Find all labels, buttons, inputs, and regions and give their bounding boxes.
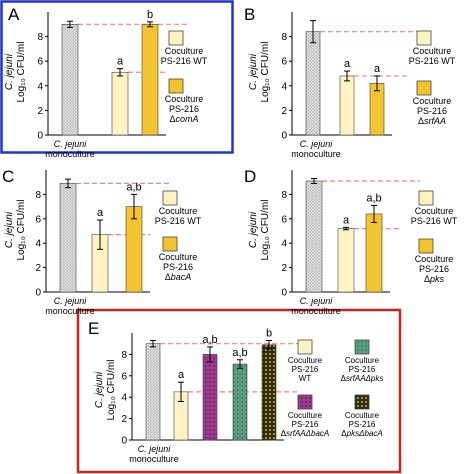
y-tick-label: 2: [281, 106, 287, 117]
y-tick-label: 4: [37, 81, 43, 92]
significance-letter: a: [178, 369, 185, 381]
legend-swatch-wt: [162, 190, 178, 206]
x-axis-label: C. jejuni monoculture: [129, 444, 179, 464]
panel-label-d: D: [244, 167, 256, 186]
significance-letter: a,b: [366, 192, 381, 204]
chart-panel-b: 0 2 4 6 8 C. jejuniLog₁₀ CFU/ml a a C. jejuni mon…: [248, 12, 456, 159]
legend-swatch-teal: [354, 339, 370, 355]
y-tick-label: 0: [121, 436, 127, 447]
legend-swatch-mut: [418, 238, 434, 254]
y-tick-label: 0: [281, 288, 287, 299]
bar-mono: [61, 23, 79, 136]
bar-wt: [337, 228, 355, 293]
legend-swatch-mut: [416, 80, 432, 96]
legend-label-mut: Coculture PS-216 ΔsrfAA: [413, 96, 452, 126]
significance-letter: a,b: [126, 181, 141, 193]
x-axis-label: C. jejuni monoculture: [45, 296, 95, 316]
y-tick-label: 4: [35, 239, 41, 250]
bar-teal: [232, 363, 248, 441]
x-axis-label: C. jejuni monoculture: [291, 296, 341, 316]
y-tick-label: 8: [121, 350, 127, 361]
significance-letter: a: [343, 214, 350, 226]
significance-letter: a,b: [232, 347, 247, 359]
bar-mono: [59, 183, 77, 293]
bar-black_yellow: [261, 344, 277, 441]
legend-label-wt: Coculture PS-216 WT: [161, 46, 208, 66]
significance-letter: b: [266, 327, 272, 339]
legend-swatch-wt: [297, 339, 313, 355]
legend-swatch-black_yellow: [354, 394, 370, 410]
significance-letter: a: [97, 207, 104, 219]
x-axis-label: C. jejuni monoculture: [45, 139, 95, 159]
bar-mut: [365, 213, 383, 293]
panel-label-e: E: [88, 319, 99, 338]
y-tick-label: 8: [281, 32, 287, 43]
y-axis-label: C. jejuniLog₁₀ CFU/ml: [248, 42, 271, 103]
panel-label-a: A: [8, 5, 20, 24]
significance-letter: b: [147, 9, 153, 21]
panel-e-border: [76, 308, 402, 474]
legend-label-teal: Coculture PS-216 ΔsrfAAΔpks: [341, 356, 384, 383]
significance-letter: a: [117, 56, 124, 68]
y-tick-label: 0: [281, 131, 287, 142]
legend-swatch-mut: [162, 236, 178, 252]
legend-swatch-wt: [416, 30, 432, 46]
y-tick-label: 8: [35, 190, 41, 201]
chart-panel-e: 0 2 4 6 8 C. jejuniLog₁₀ CFU/ml a a,b a,b b C. jej…: [94, 327, 383, 464]
y-tick-label: 6: [37, 57, 43, 68]
y-tick-label: 8: [37, 32, 43, 43]
y-tick-label: 4: [281, 81, 287, 92]
y-axis-label: C. jejuniLog₁₀ CFU/ml: [94, 360, 117, 421]
y-tick-label: 4: [121, 393, 127, 404]
panel-label-c: C: [2, 167, 14, 186]
y-tick-label: 2: [37, 106, 43, 117]
y-axis-label: C. jejuniLog₁₀ CFU/ml: [4, 42, 27, 103]
legend-label-wt: Coculture PS-216 WT: [409, 46, 456, 66]
legend-label-mut: Coculture PS-216 Δpks: [415, 254, 454, 284]
legend-swatch-mut: [168, 78, 184, 94]
bar-mut: [125, 206, 143, 293]
legend-label-wt: Coculture PS-216 WT: [288, 356, 323, 383]
bar-wt: [339, 75, 355, 136]
y-tick-label: 6: [281, 214, 287, 225]
y-axis-label: C. jejuniLog₁₀ CFU/ml: [4, 200, 27, 261]
chart-panel-a: 0 2 4 6 8 C. jejuniLog₁₀ CFU/ml a b C. jejuni mon…: [4, 9, 208, 159]
y-tick-label: 0: [37, 131, 43, 142]
legend-label-purple: Coculture PS-216 ΔsrfAAΔbacA: [281, 411, 330, 438]
legend-label-black_yellow: Coculture PS-216 ΔpksΔbacA: [341, 411, 382, 438]
y-axis-label: C. jejuniLog₁₀ CFU/ml: [248, 200, 271, 261]
y-tick-label: 0: [35, 288, 41, 299]
significance-letter: a: [344, 58, 351, 70]
legend-label-wt: Coculture PS-216 WT: [411, 206, 458, 226]
legend-label-mut: Coculture PS-216 ΔcomA: [165, 94, 204, 124]
y-tick-label: 6: [121, 371, 127, 382]
legend-label-wt: Coculture PS-216 WT: [155, 206, 202, 226]
y-tick-label: 8: [281, 190, 287, 201]
y-tick-label: 2: [35, 263, 41, 274]
x-axis-label: C. jejuni monoculture: [291, 139, 341, 159]
chart-panel-c: 0 2 4 6 8 C. jejuniLog₁₀ CFU/ml a a,b C. jejuni m…: [4, 170, 202, 316]
chart-panel-d: 0 2 4 6 8 C. jejuniLog₁₀ CFU/ml a a,b C. jejuni m…: [248, 170, 458, 316]
panel-a-border: [0, 0, 234, 154]
y-tick-label: 2: [281, 263, 287, 274]
panel-label-b: B: [244, 5, 255, 24]
legend-label-mut: Coculture PS-216 ΔbacA: [159, 252, 198, 282]
y-tick-label: 6: [35, 214, 41, 225]
y-tick-label: 2: [121, 414, 127, 425]
y-tick-label: 4: [281, 239, 287, 250]
bar-purple: [202, 354, 218, 441]
significance-letter: a: [374, 63, 381, 75]
bar-mono: [305, 31, 321, 136]
legend-swatch-wt: [418, 190, 434, 206]
significance-letter: a,b: [202, 334, 217, 346]
bar-mono: [145, 343, 161, 441]
legend-swatch-wt: [168, 30, 184, 46]
bar-wt: [111, 71, 129, 136]
bar-mut: [141, 23, 159, 136]
bar-mono: [305, 180, 323, 293]
y-tick-label: 6: [281, 57, 287, 68]
legend-swatch-purple: [297, 394, 313, 410]
